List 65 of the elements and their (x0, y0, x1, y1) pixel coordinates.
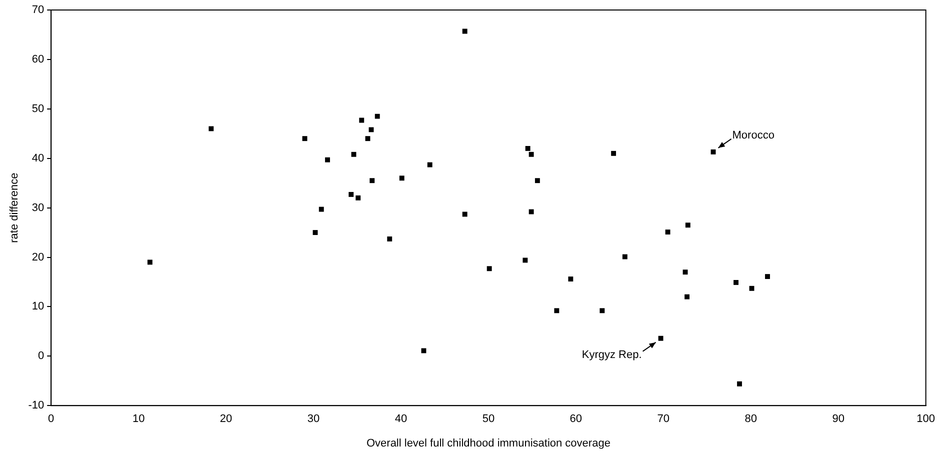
point (734, 280, 738, 285)
y-tick-label: 10 (32, 300, 44, 313)
point (421, 348, 426, 354)
y-tick-label: 50 (32, 102, 44, 115)
point (370, 178, 375, 184)
point (359, 118, 364, 123)
annotation: Morocco (732, 129, 774, 142)
x-tick-label: 0 (48, 413, 54, 426)
point (325, 157, 330, 162)
point (622, 254, 628, 260)
point (348, 192, 354, 197)
point (658, 336, 664, 341)
y-tick-label: 20 (32, 251, 44, 264)
point (685, 222, 690, 228)
point (365, 136, 370, 142)
point (525, 146, 530, 151)
point (710, 149, 716, 154)
point (374, 114, 380, 119)
x-axis-title: Overall level full childhood immunisation coverage (366, 437, 610, 450)
point (522, 258, 528, 263)
point (462, 212, 468, 217)
point (611, 150, 616, 156)
point (356, 195, 361, 200)
y-tick-label: 30 (32, 202, 44, 214)
point (528, 209, 534, 214)
point (351, 152, 356, 157)
point (749, 286, 754, 291)
point (387, 236, 392, 242)
point (568, 276, 574, 282)
x-tick-label: 10 (132, 413, 145, 426)
x-tick-label: 80 (744, 413, 758, 426)
y-tick-label: 60 (32, 53, 44, 66)
point (427, 162, 432, 168)
point (684, 294, 690, 300)
x-tick-label: 100 (916, 413, 936, 426)
point (554, 308, 560, 314)
x-tick-label: 90 (832, 413, 844, 426)
x-tick-label: 30 (307, 413, 320, 426)
annotation: Kyrgyz Rep. (582, 348, 642, 361)
y-axis-title: rate difference (8, 172, 21, 243)
point (399, 176, 404, 181)
x-tick-label: 60 (570, 413, 582, 426)
point (368, 127, 374, 132)
point (528, 152, 534, 157)
point (302, 136, 308, 142)
x-tick-label: 40 (394, 413, 408, 426)
point (534, 178, 540, 184)
x-tick-label: 70 (657, 413, 670, 426)
point (312, 230, 318, 235)
point (665, 230, 670, 235)
point (147, 260, 152, 265)
point (600, 308, 605, 314)
point (462, 28, 468, 34)
point (486, 266, 492, 272)
point (682, 270, 688, 275)
point (208, 126, 214, 132)
x-tick-label: 50 (482, 413, 495, 426)
y-tick-label: 70 (32, 4, 44, 16)
point (765, 274, 770, 280)
y-tick-label: 0 (38, 350, 44, 362)
point (318, 206, 324, 212)
y-tick-label: -10 (28, 400, 44, 412)
x-tick-label: 20 (220, 413, 232, 426)
y-tick-label: 40 (32, 152, 44, 164)
point (737, 381, 742, 386)
